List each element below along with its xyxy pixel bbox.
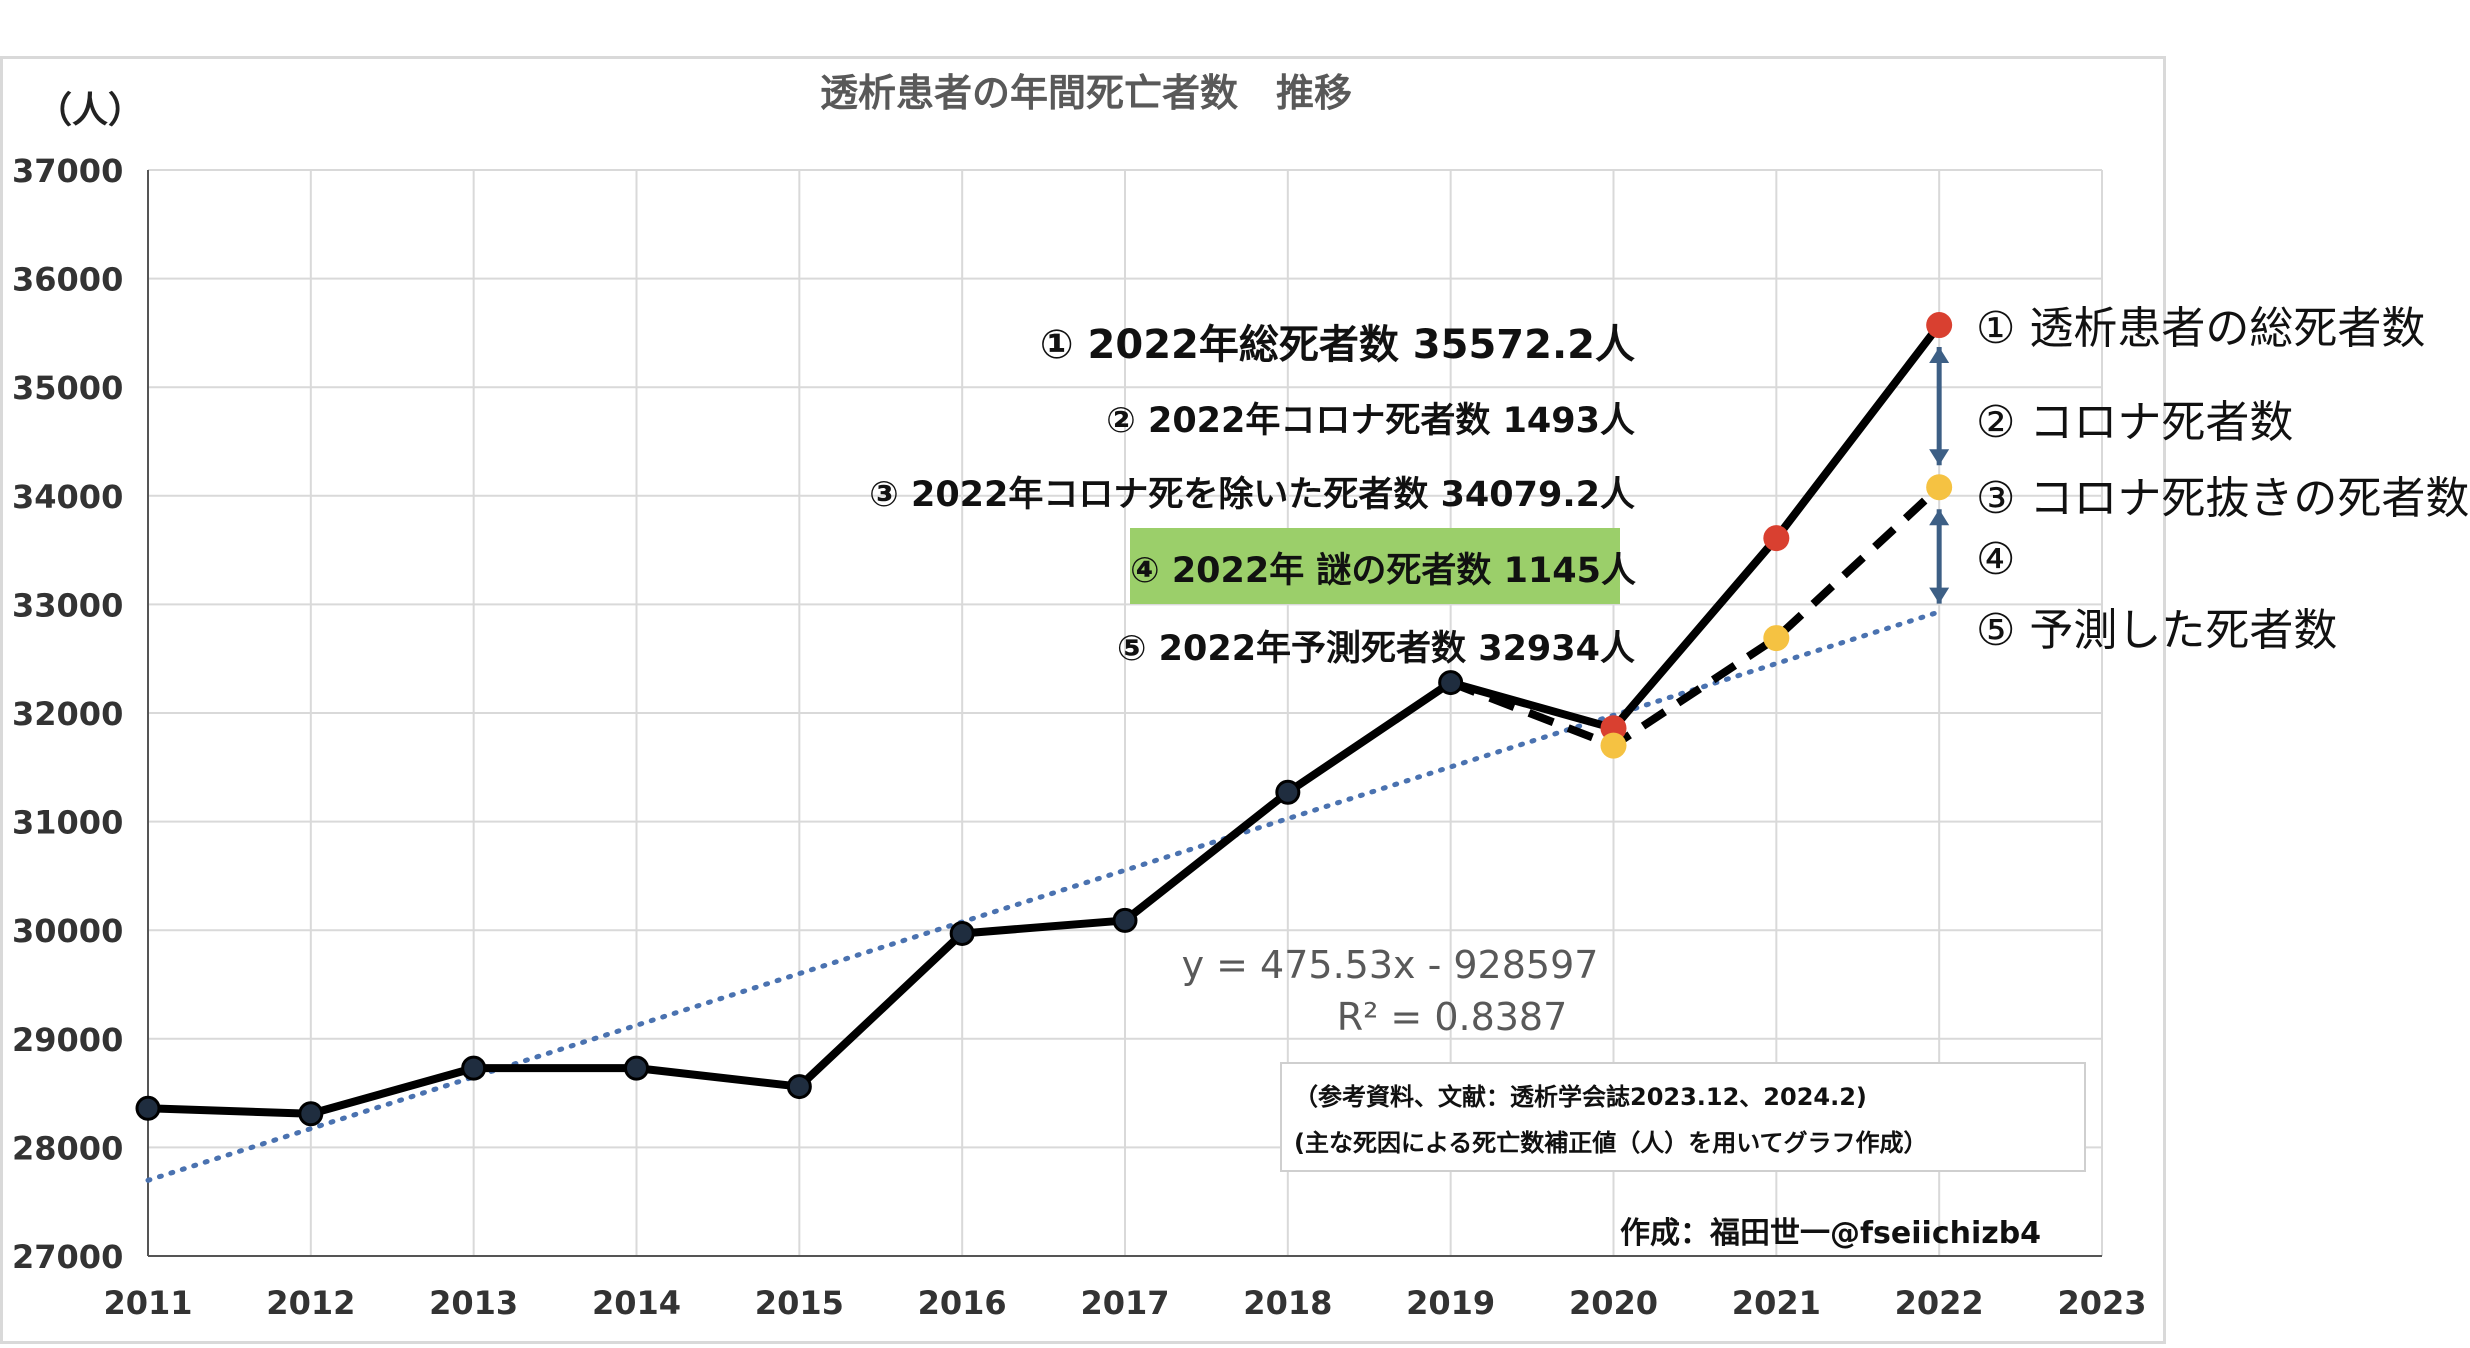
y-tick-label: 32000 xyxy=(12,695,123,733)
source-line-1: （参考資料、文献：透析学会誌2023.12、2024.2) xyxy=(1294,1083,1867,1111)
annotation-total-deaths: ① 2022年総死者数 35572.2人 xyxy=(1039,322,1635,368)
y-tick-label: 37000 xyxy=(12,152,123,190)
legend-unexplained: ④ xyxy=(1976,534,2016,585)
data-point-non-covid xyxy=(1600,732,1627,759)
data-point-total xyxy=(1275,779,1301,805)
data-point-total-highlight xyxy=(1926,312,1953,339)
annotation-unexplained-deaths: ④ 2022年 謎の死者数 1145人 xyxy=(1130,528,1636,604)
data-point-non-covid xyxy=(1926,474,1953,501)
x-tick-label: 2013 xyxy=(429,1284,518,1322)
y-tick-label: 36000 xyxy=(12,261,123,299)
y-tick-label: 30000 xyxy=(12,912,123,950)
data-point-total xyxy=(1438,670,1464,696)
x-tick-label: 2022 xyxy=(1895,1284,1984,1322)
data-point-total xyxy=(461,1055,487,1081)
series xyxy=(135,312,1953,1183)
difference-arrows xyxy=(1929,347,1950,604)
x-tick-label: 2015 xyxy=(755,1284,844,1322)
arrow-head-up xyxy=(1929,347,1950,364)
data-point-total xyxy=(298,1101,324,1127)
x-tick-label: 2018 xyxy=(1243,1284,1332,1322)
y-tick-label: 33000 xyxy=(12,586,123,624)
data-point-non-covid xyxy=(1763,625,1790,652)
arrow-unexplained-deaths xyxy=(1929,509,1950,604)
arrow-covid-deaths xyxy=(1929,347,1950,466)
arrow-head-down xyxy=(1929,449,1950,466)
y-axis-unit-label: （人） xyxy=(36,90,144,131)
annotation-covid-deaths: ② 2022年コロナ死者数 1493人 xyxy=(1106,401,1635,441)
annotation-unexplained-deaths-text: ④ 2022年 謎の死者数 1145人 xyxy=(1130,551,1637,591)
series-non-covid-deaths xyxy=(1449,484,1942,751)
y-tick-label: 27000 xyxy=(12,1238,123,1276)
x-tick-label: 2014 xyxy=(592,1284,681,1322)
legend-total-deaths: ① 透析患者の総死者数 xyxy=(1976,303,2426,354)
data-point-total xyxy=(949,920,975,946)
trendline-equation: y = 475.53x - 928597 xyxy=(1182,943,1599,987)
y-tick-label: 34000 xyxy=(12,478,123,516)
x-tick-label: 2011 xyxy=(103,1284,192,1322)
chart-frame xyxy=(0,56,2166,1344)
annotation-non-covid-deaths: ③ 2022年コロナ死を除いた死者数 34079.2人 xyxy=(869,475,1635,515)
y-tick-label: 35000 xyxy=(12,369,123,407)
x-tick-label: 2023 xyxy=(2057,1284,2146,1322)
source-line-2: (主な死因による死亡数補正値（人）を用いてグラフ作成） xyxy=(1294,1129,1928,1157)
legend-non-covid-deaths: ③ コロナ死抜きの死者数 xyxy=(1976,473,2470,524)
data-point-total xyxy=(624,1055,649,1081)
trendline-predicted xyxy=(145,609,1942,1183)
y-tick-label: 29000 xyxy=(12,1021,123,1059)
author-credit: 作成：福田世一@fseiichizb4 xyxy=(1620,1216,2042,1251)
x-tick-label: 2021 xyxy=(1732,1284,1821,1322)
y-tick-label: 28000 xyxy=(12,1129,123,1167)
data-point-total xyxy=(135,1095,161,1121)
arrow-head-up xyxy=(1929,509,1950,526)
trendline-r-squared: R² = 0.8387 xyxy=(1337,995,1568,1039)
source-note-box: （参考資料、文献：透析学会誌2023.12、2024.2) (主な死因による死亡… xyxy=(1280,1062,2086,1172)
y-tick-label: 31000 xyxy=(12,804,123,842)
annotation-predicted-deaths: ⑤ 2022年予測死者数 32934人 xyxy=(1116,629,1635,669)
series-total-deaths xyxy=(147,322,1943,1118)
arrow-head-down xyxy=(1929,587,1950,604)
legend-predicted-deaths: ⑤ 予測した死者数 xyxy=(1976,605,2338,656)
data-point-total xyxy=(1112,907,1138,933)
chart-title: 透析患者の年間死亡者数 推移 xyxy=(820,71,1352,115)
axis-ticks: 37000 36000 35000 34000 33000 32000 31000 30000… xyxy=(12,152,2147,1322)
data-point-total-highlight xyxy=(1763,525,1790,552)
x-tick-label: 2012 xyxy=(266,1284,355,1322)
x-tick-label: 2019 xyxy=(1406,1284,1495,1322)
x-tick-label: 2020 xyxy=(1569,1284,1658,1322)
data-point-total xyxy=(786,1074,812,1100)
x-tick-label: 2016 xyxy=(918,1284,1007,1322)
legend-covid-deaths: ② コロナ死者数 xyxy=(1976,397,2294,448)
x-tick-label: 2017 xyxy=(1080,1284,1169,1322)
